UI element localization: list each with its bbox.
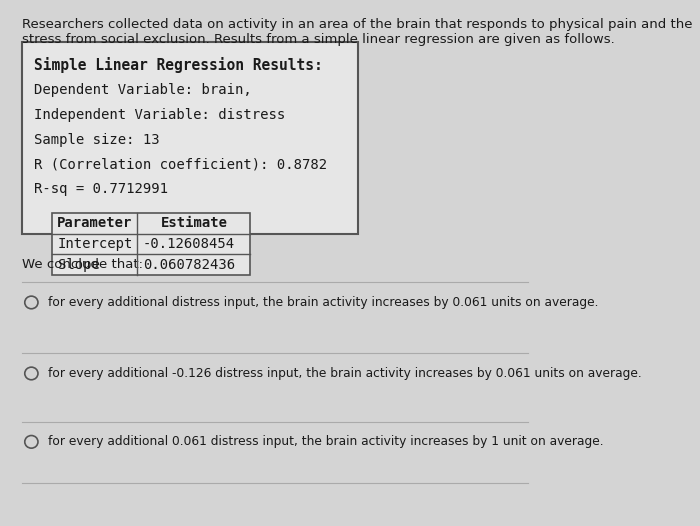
FancyBboxPatch shape — [22, 42, 358, 234]
Text: Slope: Slope — [58, 258, 99, 272]
FancyBboxPatch shape — [52, 213, 251, 275]
Text: 0.060782436: 0.060782436 — [143, 258, 235, 272]
Text: R-sq = 0.7712991: R-sq = 0.7712991 — [34, 182, 168, 196]
Text: stress from social exclusion. Results from a simple linear regression are given : stress from social exclusion. Results fr… — [22, 33, 615, 46]
Text: R (Correlation coefficient): 0.8782: R (Correlation coefficient): 0.8782 — [34, 157, 327, 171]
Text: for every additional distress input, the brain activity increases by 0.061 units: for every additional distress input, the… — [48, 296, 599, 309]
Text: Estimate: Estimate — [160, 216, 228, 230]
Text: Sample size: 13: Sample size: 13 — [34, 133, 160, 147]
Text: Independent Variable: distress: Independent Variable: distress — [34, 108, 286, 122]
Text: for every additional -0.126 distress input, the brain activity increases by 0.06: for every additional -0.126 distress inp… — [48, 367, 642, 380]
Text: for every additional 0.061 distress input, the brain activity increases by 1 uni: for every additional 0.061 distress inpu… — [48, 436, 604, 448]
Text: Simple Linear Regression Results:: Simple Linear Regression Results: — [34, 57, 323, 73]
Text: We conclude that:: We conclude that: — [22, 258, 143, 271]
Text: Parameter: Parameter — [57, 216, 132, 230]
Text: Researchers collected data on activity in an area of the brain that responds to : Researchers collected data on activity i… — [22, 18, 692, 32]
Text: Dependent Variable: brain,: Dependent Variable: brain, — [34, 83, 252, 97]
Text: -0.12608454: -0.12608454 — [143, 237, 235, 251]
Text: Intercept: Intercept — [58, 237, 133, 251]
